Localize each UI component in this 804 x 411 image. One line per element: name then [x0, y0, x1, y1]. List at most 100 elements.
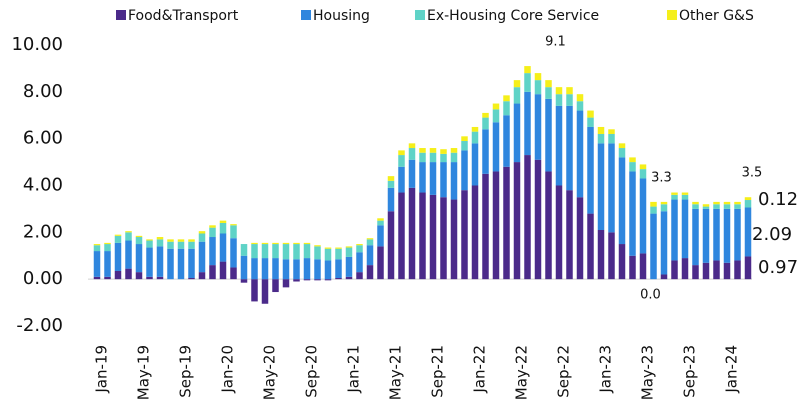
- bar-segment: [314, 245, 321, 247]
- bar-segment: [219, 261, 227, 280]
- bar-segment: [440, 153, 447, 163]
- bar-segment: [114, 242, 122, 271]
- legend-label: Other G&S: [679, 8, 754, 24]
- bar-segment: [671, 192, 678, 195]
- bar-segment: [608, 232, 615, 280]
- bar-segment: [744, 200, 752, 208]
- bar-segment: [230, 225, 237, 239]
- bar-segment: [576, 101, 584, 111]
- bar-segment: [713, 204, 720, 209]
- bar-segment: [314, 259, 321, 280]
- bar-segment: [135, 235, 143, 238]
- bar-segment: [387, 180, 395, 188]
- bar-segment: [366, 265, 374, 280]
- bar-segment: [587, 117, 594, 127]
- bar-segment: [293, 242, 300, 245]
- bar-segment: [503, 115, 510, 167]
- legend-swatch: [116, 10, 126, 20]
- segment-label: 0.97: [758, 257, 798, 278]
- bar-segment: [261, 258, 269, 280]
- bar-segment: [660, 201, 668, 205]
- x-tick-label: Sep-22: [555, 345, 573, 398]
- bar-segment: [219, 220, 227, 223]
- bar-segment: [629, 162, 636, 172]
- bar-segment: [713, 208, 720, 261]
- bar-segment: [303, 242, 311, 245]
- bar-segment: [692, 208, 699, 266]
- legend-swatch: [667, 10, 677, 20]
- bar-segment: [429, 194, 437, 280]
- bar-segment: [335, 259, 342, 278]
- bar-segment: [618, 244, 626, 280]
- bar-segment: [188, 277, 195, 280]
- bar-segment: [398, 166, 405, 193]
- bar-segment: [734, 208, 741, 261]
- bar-segment: [251, 242, 258, 245]
- bar-segment: [513, 162, 521, 280]
- y-tick-label: 6.00: [23, 128, 63, 149]
- bar-segment: [156, 246, 164, 277]
- bar-segment: [461, 190, 468, 280]
- x-tick-label: Sep-19: [177, 345, 195, 398]
- bar-segment: [723, 204, 731, 209]
- bar-segment: [282, 259, 290, 280]
- bar-segment: [419, 162, 426, 193]
- bar-segment: [156, 239, 164, 247]
- bar-segment: [723, 208, 731, 263]
- bar-segment: [125, 232, 132, 241]
- bar-segment: [555, 185, 563, 280]
- y-tick-label: 8.00: [23, 81, 63, 102]
- bar-segment: [408, 148, 416, 160]
- bar-segment: [608, 143, 615, 233]
- bar-segment: [597, 143, 605, 230]
- legend-label: Food&Transport: [128, 8, 239, 24]
- bar-segment: [713, 260, 720, 280]
- bar-segment: [167, 239, 174, 242]
- bar-segment: [366, 239, 374, 246]
- bar-segment: [230, 224, 237, 226]
- bar-segment: [555, 94, 563, 106]
- bar-segment: [93, 244, 101, 246]
- bar-segment: [356, 272, 363, 280]
- bar-segment: [104, 244, 111, 252]
- annotation: 9.1: [545, 35, 566, 50]
- bar-segment: [440, 149, 447, 154]
- bar-segment: [450, 148, 458, 153]
- bar-segment: [671, 194, 678, 200]
- bar-segment: [650, 213, 657, 280]
- bar-segment: [387, 176, 395, 181]
- bar-segment: [303, 244, 311, 259]
- bar-segment: [482, 129, 489, 174]
- bar-segment: [272, 242, 279, 245]
- bar-segment: [639, 253, 647, 280]
- bar-segment: [650, 206, 657, 214]
- bar-segment: [303, 258, 311, 280]
- bar-segment: [335, 248, 342, 260]
- bar-segment: [608, 133, 615, 144]
- bar-segment: [377, 220, 384, 226]
- bar-segment: [209, 265, 216, 280]
- bar-segment: [408, 143, 416, 149]
- bar-segment: [387, 187, 395, 212]
- bar-segment: [639, 164, 647, 170]
- bar-segment: [723, 201, 731, 205]
- bar-segment: [566, 87, 573, 95]
- bar-segment: [513, 87, 521, 104]
- bar-segment: [471, 143, 479, 186]
- bar-segment: [429, 162, 437, 195]
- bar-segment: [744, 207, 752, 257]
- bar-segment: [534, 94, 542, 160]
- bar-segment: [576, 110, 584, 198]
- bar-segment: [125, 268, 132, 280]
- bar-segment: [156, 237, 164, 240]
- bar-segment: [660, 211, 668, 275]
- bar-segment: [366, 245, 374, 266]
- x-tick-label: Jan-20: [219, 345, 237, 394]
- bar-segment: [597, 126, 605, 134]
- bar-segment: [93, 245, 101, 252]
- bar-segment: [398, 155, 405, 167]
- bar-segment: [461, 136, 468, 142]
- bar-segment: [293, 244, 300, 260]
- bar-segment: [492, 103, 500, 110]
